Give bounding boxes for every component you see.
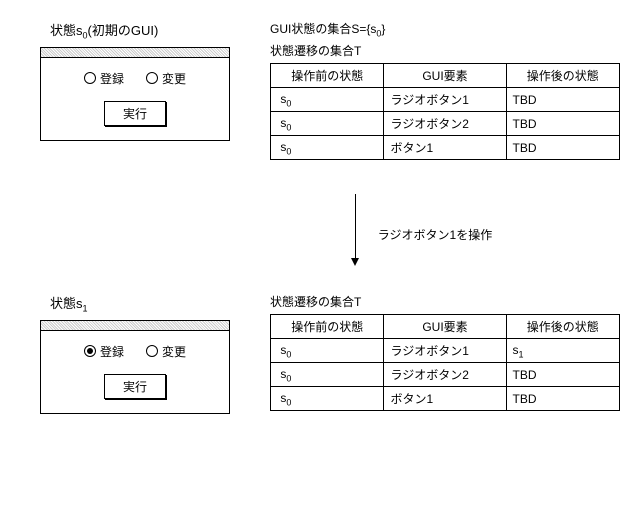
set-S-prefix: GUI状態の集合S={s: [270, 22, 376, 36]
cell-post: TBD: [506, 363, 619, 387]
set-S-suffix: }: [381, 22, 385, 36]
exec-button-s1-label: 実行: [123, 380, 147, 394]
table-row: s0 ラジオボタン1 TBD: [271, 88, 620, 112]
cell-elem: ラジオボタン1: [384, 339, 506, 363]
th-pre: 操作前の状態: [271, 315, 384, 339]
right2-column: 状態遷移の集合T 操作前の状態 GUI要素 操作後の状態 s0 ラジオボタン1 …: [270, 293, 620, 429]
cell-pre: s0: [271, 88, 384, 112]
exec-button-s0[interactable]: 実行: [104, 101, 166, 126]
cell-post: TBD: [506, 136, 619, 160]
set-T-label-2: 状態遷移の集合T: [270, 293, 620, 310]
th-elem: GUI要素: [384, 64, 506, 88]
exec-button-s1[interactable]: 実行: [104, 374, 166, 399]
gui-window-s0: 登録 変更 実行: [40, 47, 230, 141]
cell-post: s1: [506, 339, 619, 363]
table-header-row: 操作前の状態 GUI要素 操作後の状態: [271, 64, 620, 88]
radio1-s1[interactable]: 登録: [84, 343, 124, 360]
cell-elem: ボタン1: [384, 136, 506, 160]
radio1-s0[interactable]: 登録: [84, 70, 124, 87]
gui-body-s0: 登録 変更 実行: [41, 58, 229, 140]
titlebar-s1: [41, 321, 229, 331]
radio2-s1[interactable]: 変更: [146, 343, 186, 360]
radio-icon-selected: [84, 345, 96, 357]
cell-pre: s0: [271, 363, 384, 387]
arrow-head-icon: [351, 258, 359, 266]
gui-body-s1: 登録 変更 実行: [41, 331, 229, 413]
cell-post: TBD: [506, 387, 619, 411]
radio2-s0-label: 変更: [162, 70, 186, 87]
state1-column: 状態s1 登録 変更 実行: [20, 293, 250, 414]
gui-window-s1: 登録 変更 実行: [40, 320, 230, 414]
cell-elem: ラジオボタン2: [384, 363, 506, 387]
radio-icon: [146, 345, 158, 357]
radio-row-s1: 登録 変更: [84, 343, 186, 360]
transition-arrow: ラジオボタン1を操作: [90, 194, 620, 283]
table-row: s0 ラジオボタン2 TBD: [271, 112, 620, 136]
radio2-s0[interactable]: 変更: [146, 70, 186, 87]
right1-column: GUI状態の集合S={s0} 状態遷移の集合T 操作前の状態 GUI要素 操作後…: [270, 20, 620, 178]
table-row: s0 ラジオボタン1 s1: [271, 339, 620, 363]
radio-icon: [84, 72, 96, 84]
radio-icon: [146, 72, 158, 84]
table-row: s0 ラジオボタン2 TBD: [271, 363, 620, 387]
radio1-s0-label: 登録: [100, 70, 124, 87]
state0-label-prefix: 状態s: [50, 23, 83, 38]
table-header-row: 操作前の状態 GUI要素 操作後の状態: [271, 315, 620, 339]
radio1-s1-label: 登録: [100, 343, 124, 360]
set-S-line: GUI状態の集合S={s0}: [270, 20, 620, 38]
cell-post: TBD: [506, 112, 619, 136]
radio-row-s0: 登録 変更: [84, 70, 186, 87]
exec-button-s0-label: 実行: [123, 107, 147, 121]
set-T-label-1: 状態遷移の集合T: [270, 42, 620, 59]
cell-elem: ラジオボタン1: [384, 88, 506, 112]
table-row: s0 ボタン1 TBD: [271, 136, 620, 160]
cell-post: TBD: [506, 88, 619, 112]
top-row: 状態s0(初期のGUI) 登録 変更 実行: [20, 20, 620, 178]
arrow-line: [355, 194, 356, 258]
state1-label-prefix: 状態s: [50, 296, 83, 311]
cell-elem: ラジオボタン2: [384, 112, 506, 136]
table-row: s0 ボタン1 TBD: [271, 387, 620, 411]
cell-pre: s0: [271, 339, 384, 363]
th-pre: 操作前の状態: [271, 64, 384, 88]
state0-label: 状態s0(初期のGUI): [20, 20, 250, 41]
cell-pre: s0: [271, 387, 384, 411]
cell-pre: s0: [271, 112, 384, 136]
transition-table-2: 操作前の状態 GUI要素 操作後の状態 s0 ラジオボタン1 s1 s0 ラジオ…: [270, 314, 620, 411]
state1-label: 状態s1: [20, 293, 250, 314]
bottom-row: 状態s1 登録 変更 実行: [20, 293, 620, 429]
th-elem: GUI要素: [384, 315, 506, 339]
th-post: 操作後の状態: [506, 315, 619, 339]
state0-column: 状態s0(初期のGUI) 登録 変更 実行: [20, 20, 250, 141]
arrow-label: ラジオボタン1を操作: [378, 226, 492, 243]
state0-label-suffix: (初期のGUI): [88, 23, 159, 38]
cell-pre: s0: [271, 136, 384, 160]
transition-table-1: 操作前の状態 GUI要素 操作後の状態 s0 ラジオボタン1 TBD s0 ラジ…: [270, 63, 620, 160]
cell-elem: ボタン1: [384, 387, 506, 411]
titlebar-s0: [41, 48, 229, 58]
radio2-s1-label: 変更: [162, 343, 186, 360]
state1-label-sub: 1: [83, 304, 88, 314]
th-post: 操作後の状態: [506, 64, 619, 88]
